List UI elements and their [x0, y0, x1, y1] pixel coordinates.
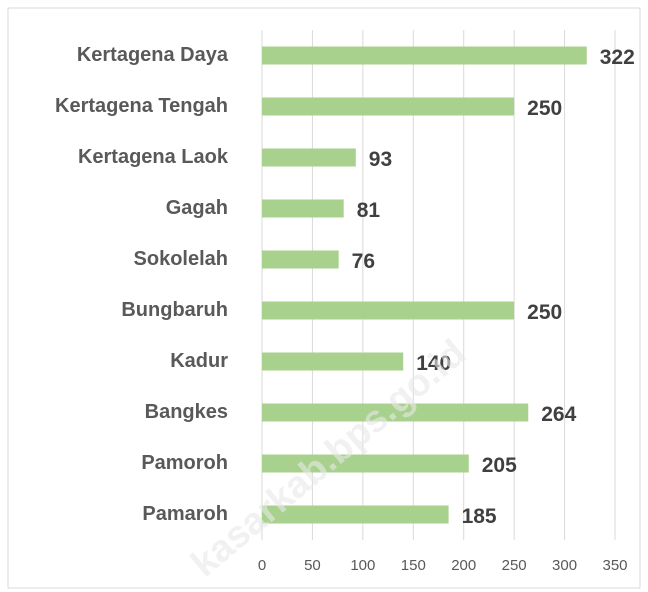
y-tick-label: Bungbaruh [121, 299, 228, 321]
bar [262, 301, 515, 320]
data-label: 140 [416, 352, 451, 375]
data-label: 185 [462, 505, 497, 528]
bar [262, 454, 469, 473]
data-label: 264 [541, 403, 576, 426]
x-tick-label: 300 [552, 557, 577, 574]
bar [262, 403, 529, 422]
bar [262, 352, 404, 371]
bar [262, 148, 356, 167]
x-tick-label: 0 [258, 557, 266, 574]
data-label: 250 [527, 301, 562, 324]
data-label: 76 [352, 250, 375, 273]
y-tick-label: Kertagena Daya [77, 44, 229, 66]
x-tick-label: 350 [602, 557, 627, 574]
x-tick-label: 100 [350, 557, 375, 574]
x-tick-label: 200 [451, 557, 476, 574]
data-label: 205 [482, 454, 517, 477]
bar [262, 505, 449, 524]
y-tick-label: Bangkes [145, 401, 228, 423]
data-label: 81 [357, 199, 381, 222]
y-tick-label: Kertagena Laok [78, 146, 229, 168]
bar [262, 250, 339, 269]
bar [262, 46, 587, 65]
y-tick-label: Sokolelah [134, 248, 228, 270]
data-label: 93 [369, 148, 392, 171]
bar [262, 199, 344, 218]
y-tick-label: Kertagena Tengah [55, 95, 228, 117]
data-label: 250 [527, 97, 562, 120]
x-tick-label: 50 [304, 557, 321, 574]
y-tick-label: Pamoroh [141, 452, 228, 474]
y-tick-label: Pamaroh [142, 503, 228, 525]
x-tick-label: 150 [401, 557, 426, 574]
data-label: 322 [600, 46, 635, 69]
y-tick-label: Gagah [166, 197, 228, 219]
x-tick-label: 250 [502, 557, 527, 574]
bar [262, 97, 515, 116]
y-tick-label: Kadur [170, 350, 228, 372]
